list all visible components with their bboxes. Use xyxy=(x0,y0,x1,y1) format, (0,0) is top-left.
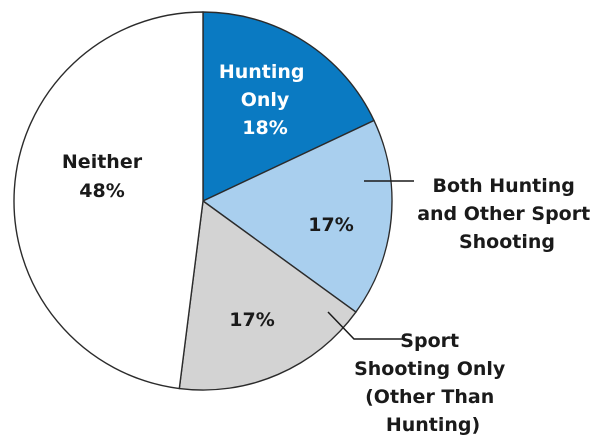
slice-label-line: Shooting Only xyxy=(354,358,506,380)
slice-label-hunting-only: Hunting Only xyxy=(219,61,311,111)
slice-label-line: Shooting xyxy=(459,231,555,253)
slice-label-line: Both Hunting xyxy=(432,175,574,197)
slice-label-neither: Neither xyxy=(62,151,143,173)
slice-label-line: Hunting) xyxy=(386,414,480,436)
slice-label-line: Only xyxy=(241,89,290,111)
slice-value-sport: 17% xyxy=(229,309,274,331)
slice-label-both: Both Hunting and Other Sport Shooting xyxy=(417,175,597,253)
pie-slice-2 xyxy=(178,200,357,391)
pie-slice-1 xyxy=(202,119,393,313)
pie-slice-3 xyxy=(13,11,204,390)
pie-slice-0 xyxy=(202,11,375,202)
slice-label-line: Hunting xyxy=(219,61,305,83)
pie-slices xyxy=(13,11,393,391)
slice-label-sport: Sport Shooting Only (Other Than Hunting) xyxy=(354,330,512,436)
leader-line-sport xyxy=(327,311,403,340)
slice-label-line: and Other Sport xyxy=(417,203,590,225)
slice-value-neither: 48% xyxy=(79,180,124,202)
slice-label-line: Sport xyxy=(400,330,459,352)
slice-value-both: 17% xyxy=(308,214,353,236)
slice-label-line: (Other Than xyxy=(365,386,494,408)
slice-value-hunting-only: 18% xyxy=(242,117,287,139)
